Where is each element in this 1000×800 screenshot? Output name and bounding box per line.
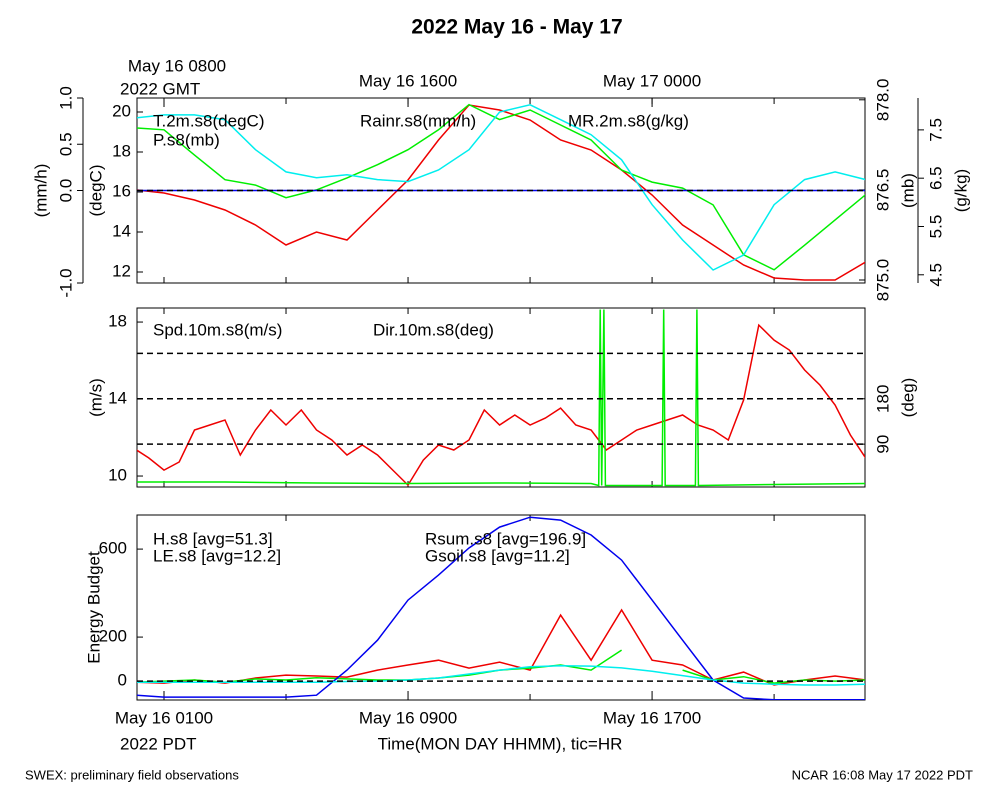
x2-tick-label: May 17 0000 (603, 71, 701, 90)
y-tick-label: 12 (112, 261, 131, 280)
y-tick-label: 878.0 (873, 79, 892, 122)
legend-label: LE.s8 [avg=12.2] (153, 546, 281, 565)
x-axis-title: Time(MON DAY HHMM), tic=HR (378, 734, 623, 753)
x-tick-label: May 16 0900 (359, 708, 457, 727)
y-tick-label: 10 (108, 466, 127, 485)
chart-title: 2022 May 16 - May 17 (411, 16, 622, 39)
y-tick-label: 876.5 (873, 169, 892, 212)
x-tick-label: May 16 1700 (603, 708, 701, 727)
series-line (137, 516, 865, 700)
series-line (137, 104, 865, 281)
y-axis-title: (g/kg) (951, 169, 970, 212)
y-tick-label: 180 (873, 385, 892, 413)
y-axis-title: (deg) (898, 378, 917, 418)
legend-label: Spd.10m.s8(m/s) (153, 320, 282, 339)
y-tick-label: 1.0 (56, 86, 75, 110)
y-tick-label: 16 (112, 181, 131, 200)
y-axis-title: (mm/h) (31, 164, 50, 218)
x2-axis-note: 2022 GMT (120, 79, 200, 98)
y-tick-label: 875.0 (873, 259, 892, 302)
plot-frame (136, 307, 866, 488)
legend-label: Rsum.s8 [avg=196.9] (425, 529, 586, 548)
y-tick-label: 14 (112, 221, 131, 240)
legend-label: Gsoil.s8 [avg=11.2] (425, 546, 570, 565)
y-tick-label: 20 (112, 101, 131, 120)
legend-label: H.s8 [avg=51.3] (153, 529, 273, 548)
y-axis-title: (degC) (86, 165, 105, 217)
y-tick-label: 7.5 (926, 118, 945, 142)
x-axis-note: 2022 PDT (120, 734, 197, 753)
y-tick-label: 200 (99, 627, 127, 646)
y-axis-title: Energy Budget (84, 551, 103, 664)
x2-tick-label: May 16 0800 (128, 56, 226, 75)
footer-left: SWEX: preliminary field observations (25, 767, 239, 782)
legend-label: Rainr.s8(mm/h) (360, 111, 476, 130)
footer-right: NCAR 16:08 May 17 2022 PDT (792, 767, 973, 782)
y-axis-title: (m/s) (86, 378, 105, 417)
y-tick-label: 90 (873, 435, 892, 454)
x-tick-label: May 16 0100 (115, 708, 213, 727)
y-tick-label: 0 (118, 671, 127, 690)
y-tick-label: 0.5 (56, 132, 75, 156)
y-axis-title: (mb) (898, 173, 917, 208)
y-tick-label: 18 (108, 312, 127, 331)
legend-label: Dir.10m.s8(deg) (373, 320, 494, 339)
y-tick-label: -1.0 (56, 268, 75, 297)
plot-frame (136, 514, 866, 701)
y-tick-label: 5.5 (926, 215, 945, 239)
legend-label: P.s8(mb) (153, 130, 220, 149)
y-tick-label: 6.5 (926, 166, 945, 190)
x2-tick-label: May 16 1600 (359, 71, 457, 90)
series-line (137, 309, 865, 487)
y-tick-label: 600 (99, 539, 127, 558)
series-line (137, 608, 865, 686)
series-line (137, 323, 865, 487)
y-tick-label: 18 (112, 141, 131, 160)
y-tick-label: 4.5 (926, 263, 945, 287)
series-line (137, 664, 865, 686)
legend-label: T.2m.s8(degC) (153, 111, 264, 130)
y-tick-label: 0.0 (56, 179, 75, 203)
series-line (137, 104, 865, 271)
y-tick-label: 14 (108, 389, 127, 408)
legend-label: MR.2m.s8(g/kg) (568, 111, 689, 130)
